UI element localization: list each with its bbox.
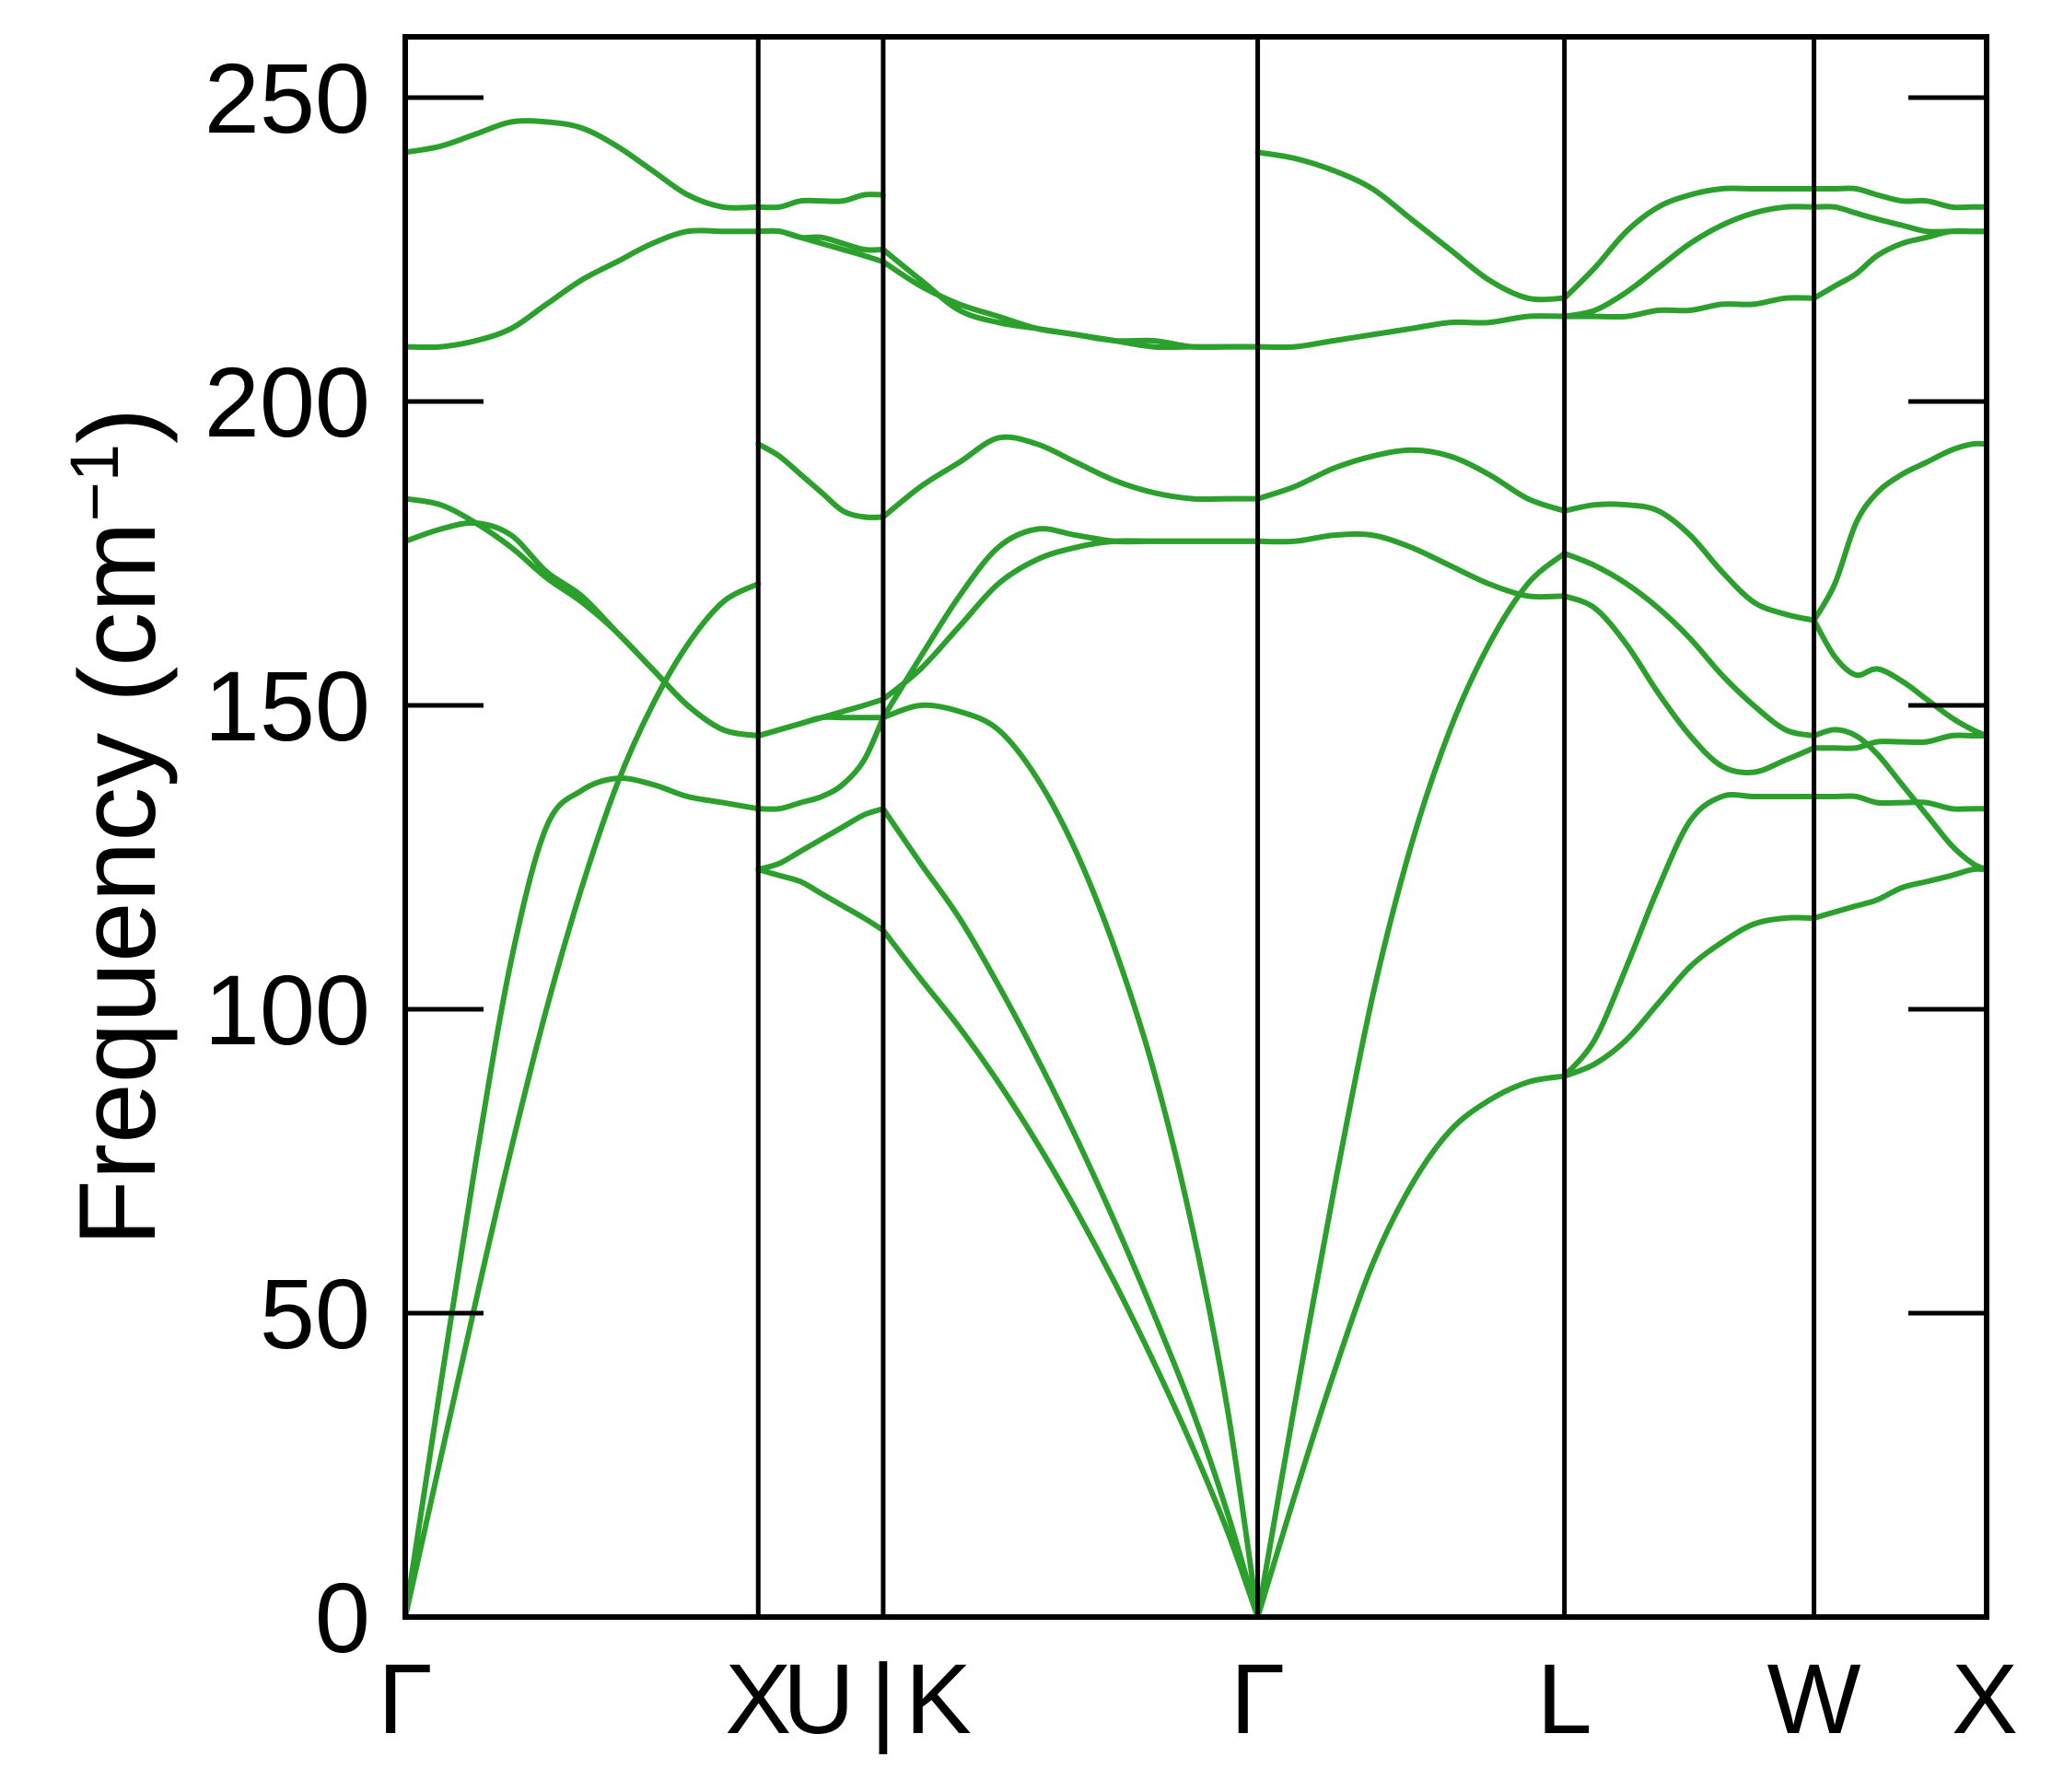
band-line-seg3-b5 — [1254, 149, 1568, 303]
band-line-seg4-b0 — [1561, 914, 1817, 1079]
y-tick-label: 200 — [204, 346, 370, 458]
k-point-label: | — [870, 1643, 896, 1754]
band-line-seg5-b6 — [1811, 227, 1989, 301]
k-point-label: X — [725, 1643, 791, 1754]
k-point-label: X — [1952, 1643, 2018, 1754]
band-line-seg5-b7 — [1811, 204, 1989, 235]
band-line-seg3-b0 — [1254, 1073, 1568, 1620]
band-line-seg1-b1 — [880, 927, 1261, 1620]
k-point-label: Γ — [378, 1643, 432, 1754]
band-line-seg5-b8 — [1811, 185, 1989, 211]
band-line-seg1-b4 — [880, 526, 1261, 721]
k-point-label: W — [1767, 1643, 1861, 1754]
y-tick-label: 250 — [204, 42, 370, 154]
band-line-seg3-b3 — [1254, 447, 1568, 514]
high-symmetry-lines — [755, 37, 1817, 1617]
band-line-seg5-b1 — [1811, 793, 1989, 812]
band-line-seg3-b2 — [1254, 530, 1568, 600]
band-line-seg0-b3 — [402, 495, 762, 739]
band-line-seg0-b1 — [402, 775, 762, 1620]
y-tick-label: 150 — [204, 650, 370, 762]
k-point-label: K — [905, 1643, 972, 1754]
k-point-label: U — [783, 1643, 855, 1754]
band-line-seg0-b5 — [402, 118, 762, 211]
band-lines — [402, 118, 1989, 1620]
band-line-seg2-b8 — [755, 192, 886, 211]
band-line-seg0-b4 — [402, 227, 762, 351]
k-point-label: Γ — [1230, 1643, 1285, 1754]
band-line-seg1-b3 — [880, 538, 1261, 703]
band-line-seg5-b0 — [1811, 866, 1989, 921]
band-line-seg5-b3 — [1811, 732, 1989, 751]
band-line-seg2-b7 — [755, 227, 886, 265]
y-axis-label-superscript: −1 — [56, 444, 133, 521]
band-line-seg2-b5 — [755, 441, 886, 520]
band-line-seg0-b0 — [402, 581, 762, 1620]
band-line-seg4-b7 — [1561, 185, 1817, 301]
band-line-seg5-b2 — [1811, 727, 1989, 873]
y-axis-label: Frequency (cm−1) — [56, 408, 179, 1247]
band-line-seg1-b0 — [880, 806, 1261, 1620]
band-line-seg3-b1 — [1254, 551, 1568, 1620]
plot-frame — [402, 34, 1989, 1620]
band-line-seg4-b1 — [1561, 792, 1817, 1079]
y-axis-label-suffix: ) — [57, 408, 179, 444]
band-line-seg4-b2 — [1561, 551, 1817, 739]
band-line-seg4-b5 — [1561, 295, 1817, 320]
band-line-seg5-b4 — [1811, 440, 1989, 623]
y-axis-ticks: 0 50 100 150 200 250 — [204, 42, 1987, 1673]
band-line-seg4-b3 — [1561, 593, 1817, 775]
y-axis-label-main: Frequency (cm — [57, 521, 179, 1246]
y-tick-label: 0 — [315, 1562, 370, 1673]
band-line-seg2-b4 — [755, 714, 886, 739]
band-line-seg2-b1 — [755, 867, 886, 934]
band-line-seg4-b4 — [1561, 501, 1817, 623]
y-tick-label: 100 — [204, 954, 370, 1065]
band-line-seg2-b2 — [755, 715, 886, 812]
band-line-seg1-b2 — [880, 702, 1261, 1620]
band-line-seg1-b5 — [880, 434, 1261, 520]
y-tick-label: 50 — [260, 1258, 370, 1369]
x-axis-labels: Γ XU | K Γ L W X — [378, 1643, 2018, 1754]
band-line-seg1-b7 — [880, 259, 1261, 351]
band-line-seg5-b5 — [1811, 617, 1989, 739]
k-point-label: L — [1537, 1643, 1592, 1754]
band-line-seg3-b4 — [1254, 313, 1568, 351]
band-line-seg4-b6 — [1561, 204, 1817, 320]
band-line-seg2-b0 — [755, 806, 886, 873]
